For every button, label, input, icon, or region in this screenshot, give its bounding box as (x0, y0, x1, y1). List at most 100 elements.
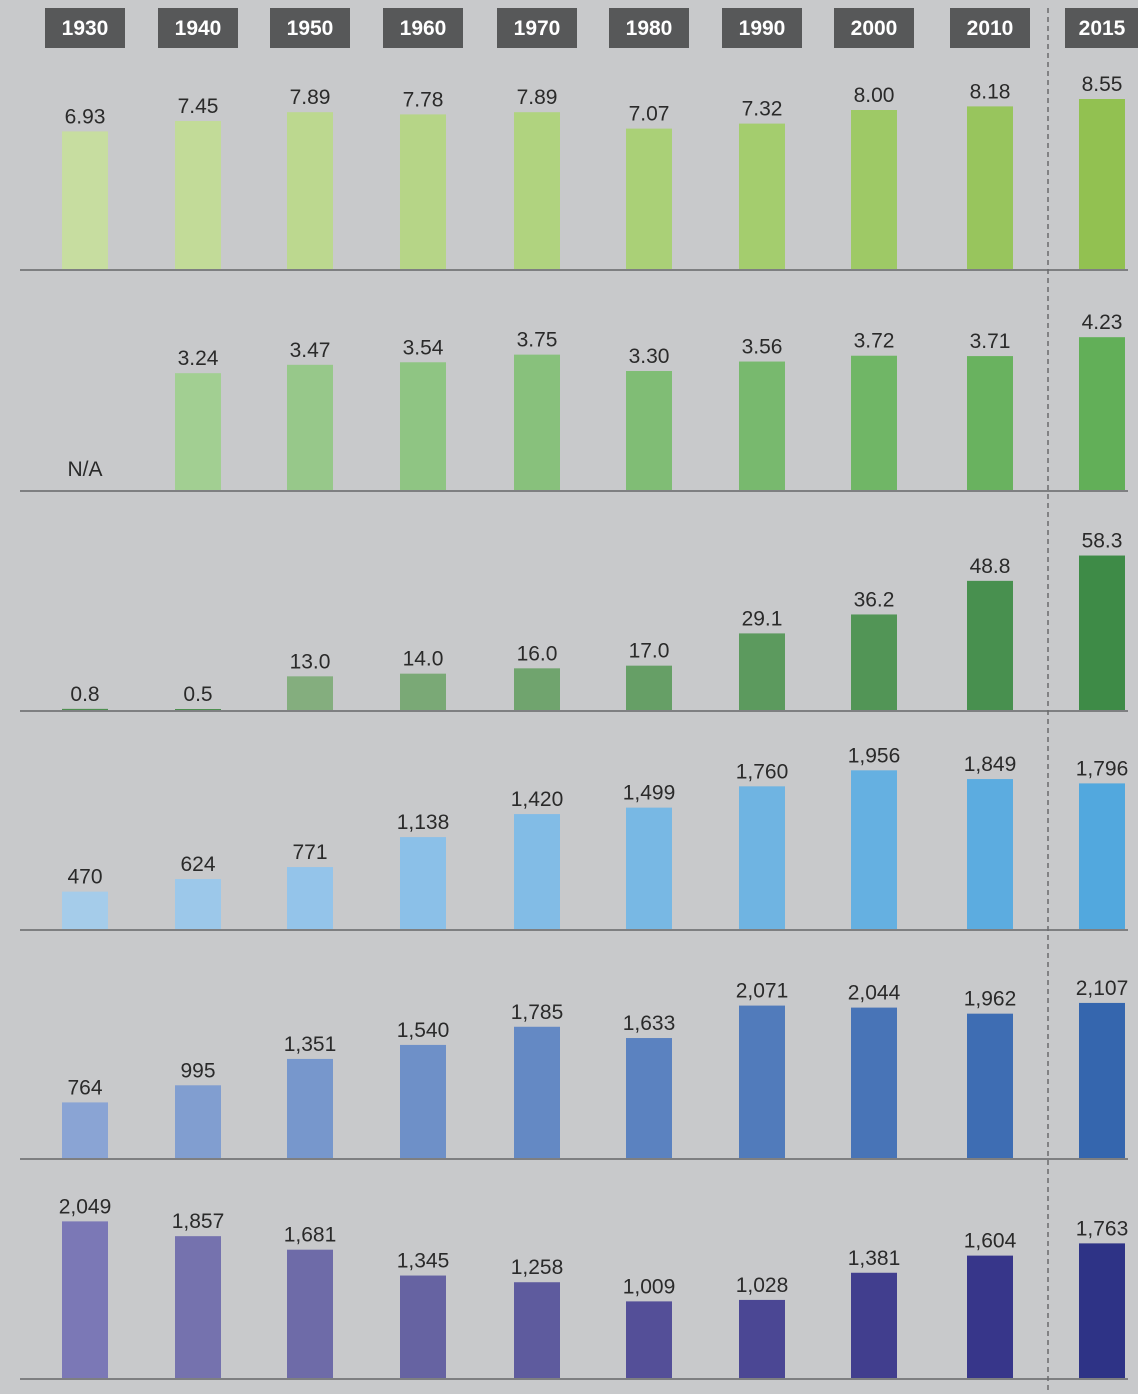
bar (851, 614, 897, 711)
bar-value-label: 1,962 (964, 988, 1017, 1011)
bar (967, 1255, 1013, 1379)
bar-value-label: 14.0 (403, 648, 444, 671)
bar-value-label: 1,633 (623, 1012, 676, 1035)
bar (514, 112, 560, 270)
bar-value-label: 36.2 (854, 588, 895, 611)
year-header-label: 1950 (287, 17, 334, 40)
bar (287, 867, 333, 930)
panel-1: 6.93 7.45 7.89 7.78 7.89 7.07 7.32 8.00 8.18 8.55 (20, 73, 1128, 271)
bar (851, 1007, 897, 1159)
bar-value-label: 1,138 (397, 811, 450, 834)
bar-value-label: 0.5 (183, 683, 212, 706)
year-header-label: 2015 (1079, 17, 1126, 40)
bar (967, 106, 1013, 271)
bar-value-label: 470 (67, 866, 102, 889)
bar (400, 114, 446, 271)
bar-value-label: 1,760 (736, 760, 789, 783)
bar (62, 1221, 108, 1379)
bar (626, 665, 672, 711)
year-header-label: 1940 (175, 17, 222, 40)
bar-value-label: 13.0 (290, 650, 331, 673)
bar-value-label: 0.8 (70, 683, 99, 706)
chart-panels: 6.93 7.45 7.89 7.78 7.89 7.07 7.32 8.00 8.18 8.55… (20, 73, 1129, 1380)
bar-value-label: 1,499 (623, 782, 676, 805)
bar-value-label: 3.75 (517, 329, 558, 352)
bar-value-label: 1,796 (1076, 757, 1129, 780)
bar (175, 879, 221, 930)
bar-value-label: 764 (67, 1076, 102, 1099)
bar (851, 1272, 897, 1379)
panel-4: 470 624 771 1,138 1,420 1,499 1,760 1,956 1,849 1… (20, 744, 1129, 931)
year-header-label: 1930 (62, 17, 109, 40)
panel-5: 764 995 1,351 1,540 1,785 1,633 2,071 2,044 1,96… (20, 977, 1129, 1160)
bar (62, 891, 108, 930)
bar-value-label: 1,258 (511, 1256, 564, 1279)
bar (175, 1236, 221, 1379)
year-header-box (950, 8, 1030, 48)
bar (400, 1044, 446, 1159)
bar (739, 361, 785, 491)
year-header-box (158, 8, 238, 48)
bar (739, 1299, 785, 1379)
bar-value-label: 16.0 (517, 642, 558, 665)
bar-value-label: 624 (180, 853, 215, 876)
bar (626, 128, 672, 270)
bar-value-label: 2,107 (1076, 977, 1129, 1000)
bar-value-label: 1,681 (284, 1224, 337, 1247)
bar (175, 121, 221, 270)
bar (626, 371, 672, 491)
bar-value-label: 7.32 (742, 98, 783, 121)
year-header-box (270, 8, 350, 48)
bar (400, 362, 446, 491)
bar (514, 1026, 560, 1159)
bar-value-label: 4.23 (1082, 311, 1123, 334)
bar (1079, 1002, 1125, 1159)
na-label: N/A (67, 458, 102, 481)
bar-value-label: 3.56 (742, 336, 783, 359)
bar (967, 1013, 1013, 1159)
bar (400, 837, 446, 930)
bar (967, 779, 1013, 930)
year-header-label: 1980 (626, 17, 673, 40)
year-header-box (722, 8, 802, 48)
bar (626, 1301, 672, 1379)
bar-value-label: 8.55 (1082, 73, 1123, 96)
year-header-box (834, 8, 914, 48)
panel-6: 2,049 1,857 1,681 1,345 1,258 1,009 1,028 1,381… (20, 1195, 1128, 1380)
bar (175, 1085, 221, 1159)
bar (287, 676, 333, 711)
bar-value-label: 1,604 (964, 1230, 1017, 1253)
bar-value-label: 2,044 (848, 982, 901, 1005)
bar (400, 673, 446, 711)
bar-value-label: 29.1 (742, 607, 783, 630)
bar-value-label: 1,849 (964, 753, 1017, 776)
bar-value-label: 3.47 (290, 339, 331, 362)
bar-value-label: 1,540 (397, 1019, 450, 1042)
bar (739, 633, 785, 711)
bar-value-label: 1,381 (848, 1247, 901, 1270)
bar-value-label: 3.72 (854, 330, 895, 353)
bar (514, 814, 560, 930)
bar-value-label: 995 (180, 1059, 215, 1082)
bar (1079, 555, 1125, 711)
bar (514, 668, 560, 711)
bar (514, 1282, 560, 1379)
bar-value-label: 1,857 (172, 1210, 225, 1233)
bar (1079, 1243, 1125, 1379)
bar (1079, 783, 1125, 930)
bar (62, 131, 108, 270)
year-header-label: 2000 (851, 17, 898, 40)
bar-value-label: 1,956 (848, 744, 901, 767)
bar-value-label: 1,420 (511, 788, 564, 811)
bar-value-label: 6.93 (65, 105, 106, 128)
bar (287, 1249, 333, 1379)
bar-value-label: 1,785 (511, 1001, 564, 1024)
bar-value-label: 7.07 (629, 103, 670, 126)
panel-3: 0.8 0.5 13.0 14.0 16.0 17.0 29.1 36.2 48.8 58.3 (20, 530, 1128, 712)
bar (175, 373, 221, 491)
bar-value-label: 7.78 (403, 88, 444, 111)
bar (739, 1005, 785, 1159)
bar (851, 355, 897, 491)
bar-value-label: 48.8 (970, 555, 1011, 578)
